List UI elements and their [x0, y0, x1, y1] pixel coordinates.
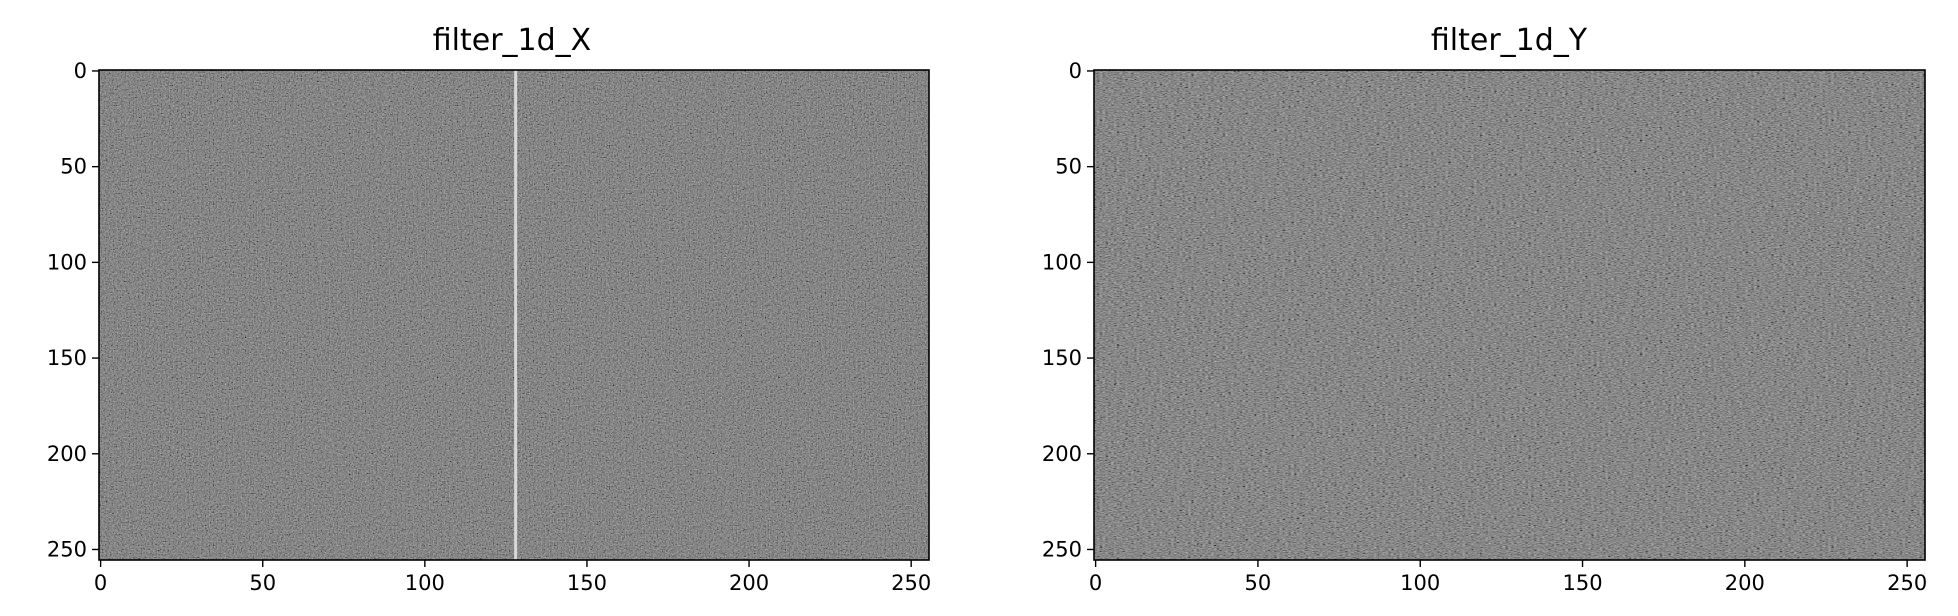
y-tick-label: 200: [1042, 442, 1082, 466]
y-tick-label: 150: [1042, 346, 1082, 370]
chart-title: filter_1d_X: [433, 23, 591, 58]
y-ticks: 0 50 100 150 200 250: [47, 59, 99, 561]
y-tick-label: 0: [1069, 59, 1082, 83]
noise-image: [1094, 70, 1925, 560]
y-tick-label: 200: [47, 442, 87, 466]
y-tick-label: 0: [74, 59, 87, 83]
panel-filter-1d-x: filter_1d_X 0 50 100 150 200 250 0 50 100 150 200…: [47, 23, 931, 595]
x-tick-label: 200: [729, 571, 769, 595]
axes-frame: [1093, 69, 1926, 561]
x-tick-label: 100: [405, 571, 445, 595]
x-tick-label: 100: [1400, 571, 1440, 595]
chart-title: filter_1d_Y: [1431, 23, 1588, 58]
panel-filter-1d-y: filter_1d_Y 0 50 100 150 200 250 0 50 100 150 200…: [1042, 23, 1927, 595]
y-tick-label: 150: [47, 346, 87, 370]
y-tick-label: 50: [1055, 155, 1082, 179]
x-tick-label: 150: [567, 571, 607, 595]
x-tick-label: 200: [1725, 571, 1765, 595]
noise-image: [99, 70, 929, 560]
axes-frame: [98, 69, 930, 561]
y-tick-label: 100: [47, 250, 87, 274]
x-tick-label: 150: [1562, 571, 1602, 595]
x-tick-label: 250: [891, 571, 931, 595]
x-tick-label: 250: [1887, 571, 1927, 595]
y-tick-label: 250: [1042, 537, 1082, 561]
y-tick-label: 250: [47, 537, 87, 561]
x-tick-label: 0: [1089, 571, 1102, 595]
y-tick-label: 100: [1042, 250, 1082, 274]
y-tick-label: 50: [60, 155, 87, 179]
x-tick-label: 50: [249, 571, 276, 595]
x-tick-label: 0: [94, 571, 107, 595]
x-tick-label: 50: [1245, 571, 1272, 595]
y-ticks: 0 50 100 150 200 250: [1042, 59, 1094, 561]
x-ticks: 0 50 100 150 200 250: [1089, 560, 1927, 595]
x-ticks: 0 50 100 150 200 250: [94, 560, 931, 595]
